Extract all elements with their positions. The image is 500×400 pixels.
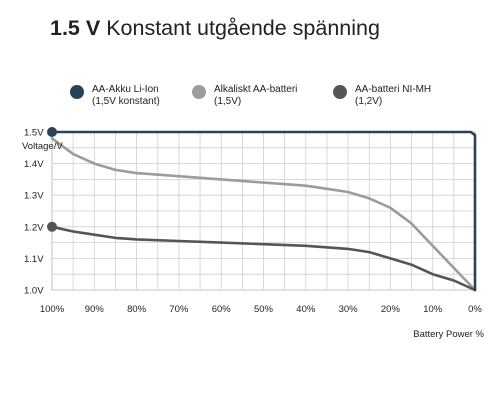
legend-swatch-nimh	[333, 85, 347, 99]
legend-alkaline-line2: (1,5V)	[214, 96, 242, 107]
legend-alkaline-line1: Alkaliskt AA-batteri	[214, 84, 298, 95]
y-tick-label: 1.4V	[24, 159, 44, 170]
legend-item-alkaline: Alkaliskt AA-batteri (1,5V)	[192, 84, 297, 108]
y-tick-label: 1.5V	[24, 128, 44, 139]
legend-li-ion-line2: (1,5V konstant)	[92, 96, 160, 107]
legend-nimh-line2: (1,2V)	[355, 96, 383, 107]
legend-label-alkaline: Alkaliskt AA-batteri (1,5V)	[214, 84, 297, 108]
legend-item-li-ion: AA-Akku Li-Ion (1,5V konstant)	[70, 84, 160, 108]
legend-li-ion-line1: AA-Akku Li-Ion	[92, 84, 159, 95]
x-axis-label: Battery Power %	[413, 329, 484, 340]
y-tick-label: 1.0V	[24, 286, 44, 297]
chart-grid	[51, 131, 476, 291]
legend-swatch-alkaline	[192, 85, 206, 99]
y-tick-label: 1.1V	[24, 254, 44, 265]
legend-swatch-li-ion	[70, 85, 84, 99]
title-voltage: 1.5 V	[50, 16, 101, 40]
x-tick-label: 70%	[169, 304, 189, 315]
chart-series	[50, 130, 477, 292]
y-tick-label: 1.2V	[24, 222, 44, 233]
series-line-0	[50, 130, 477, 292]
y-axis-label: Voltage/V	[22, 141, 63, 152]
chart-title: 1.5 V Konstant utgående spänning	[50, 16, 380, 41]
legend-label-nimh: AA-batteri NI-MH (1,2V)	[355, 84, 431, 108]
y-tick-label: 1.3V	[24, 191, 44, 202]
x-tick-label: 50%	[254, 304, 274, 315]
x-tick-label: 10%	[423, 304, 443, 315]
x-tick-label: 0%	[468, 304, 482, 315]
legend-nimh-line1: AA-batteri NI-MH	[355, 84, 432, 95]
x-tick-label: 30%	[339, 304, 359, 315]
legend-label-li-ion: AA-Akku Li-Ion (1,5V konstant)	[92, 84, 160, 108]
series-marker-0	[47, 127, 57, 137]
series-line-1	[50, 137, 477, 292]
chart-ticks: 1.0V 1.1V 1.2V 1.3V 1.4V 1.5V 100% 90% 80% 70% 60%…	[24, 128, 482, 316]
x-tick-label: 60%	[212, 304, 232, 315]
series-line-2	[50, 225, 477, 292]
legend-item-nimh: AA-batteri NI-MH (1,2V)	[333, 84, 431, 108]
chart-markers	[47, 127, 57, 232]
x-tick-label: 90%	[85, 304, 105, 315]
title-text: Konstant utgående spänning	[106, 16, 380, 40]
x-tick-label: 100%	[40, 304, 65, 315]
series-marker-1	[47, 221, 57, 232]
x-tick-label: 20%	[381, 304, 401, 315]
x-tick-label: 40%	[296, 304, 316, 315]
x-tick-label: 80%	[127, 304, 147, 315]
